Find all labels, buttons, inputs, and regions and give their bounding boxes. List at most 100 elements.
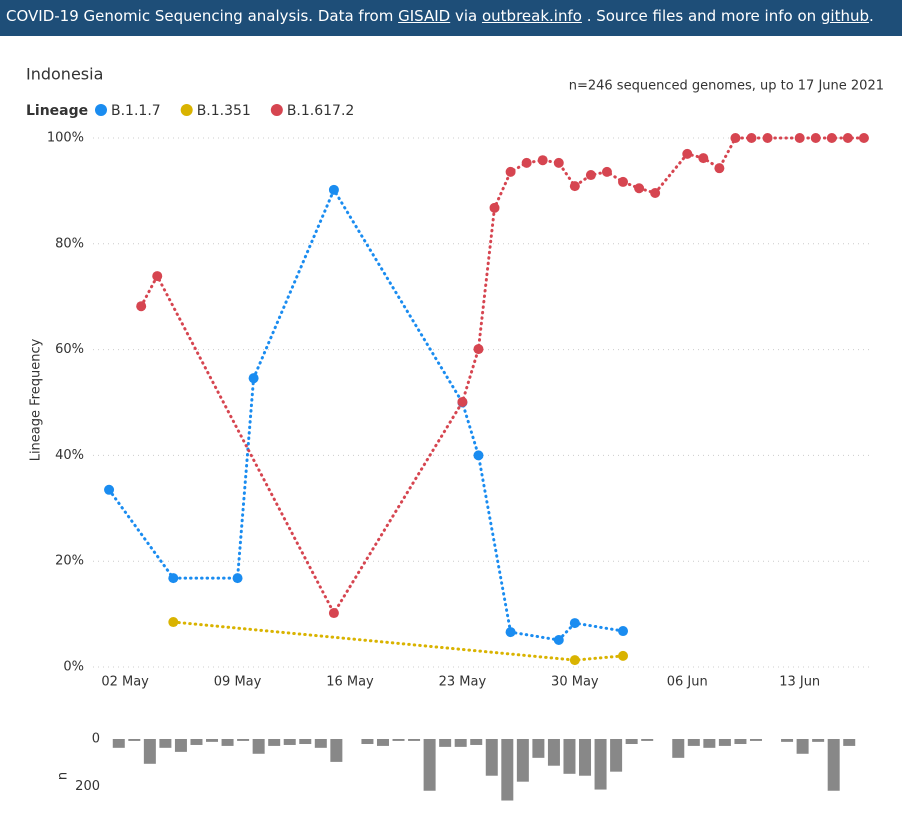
bar xyxy=(128,739,141,741)
bar xyxy=(221,739,234,746)
bar xyxy=(672,739,685,758)
gisaid-link[interactable]: GISAID xyxy=(398,7,451,25)
legend-marker xyxy=(95,104,107,116)
y-tick-label: 20% xyxy=(55,554,84,569)
data-point xyxy=(762,133,773,143)
data-point xyxy=(618,626,629,637)
bar xyxy=(641,739,654,741)
bar xyxy=(423,739,436,791)
bar xyxy=(454,739,467,747)
y-tick-label: 0% xyxy=(63,660,84,675)
bar xyxy=(361,739,374,745)
data-point xyxy=(232,573,243,584)
data-point xyxy=(698,153,709,164)
x-tick-label: 30 May xyxy=(551,675,599,690)
data-point xyxy=(634,183,645,194)
x-tick-label: 23 May xyxy=(439,675,487,690)
data-point xyxy=(328,184,339,195)
data-point xyxy=(794,133,805,143)
bar xyxy=(470,739,483,745)
data-point xyxy=(601,166,612,177)
data-point xyxy=(714,163,725,174)
data-point xyxy=(618,176,629,187)
y-tick-label: 0 xyxy=(92,732,100,747)
x-tick-label: 06 Jun xyxy=(667,675,708,690)
data-point xyxy=(826,133,837,143)
bar xyxy=(206,739,219,742)
data-point xyxy=(569,655,580,666)
data-point xyxy=(104,484,115,495)
data-point xyxy=(537,155,548,166)
data-point xyxy=(136,301,147,312)
header-text: . Source files and more info on xyxy=(581,7,821,25)
data-point xyxy=(505,166,516,177)
data-point xyxy=(746,133,757,143)
legend-label: B.1.351 xyxy=(197,103,251,119)
bar xyxy=(299,739,312,745)
y-axis-label: n xyxy=(56,772,71,780)
bar xyxy=(796,739,809,754)
data-point xyxy=(810,133,821,143)
data-point xyxy=(585,170,596,181)
bar xyxy=(843,739,856,746)
legend-marker xyxy=(180,104,193,116)
data-point xyxy=(730,133,741,143)
data-point xyxy=(328,608,339,619)
x-tick-label: 09 May xyxy=(214,675,262,690)
bar xyxy=(283,739,296,745)
data-point xyxy=(457,396,468,407)
outbreak-link[interactable]: outbreak.info xyxy=(481,7,582,25)
chart-title: Indonesia xyxy=(26,65,103,84)
x-tick-label: 13 Jun xyxy=(779,675,820,690)
chart: Indonesia n=246 sequenced genomes, up to… xyxy=(26,65,884,801)
header-text: . xyxy=(869,7,874,25)
data-point xyxy=(553,157,564,168)
y-tick-label: 80% xyxy=(55,236,84,251)
bar xyxy=(237,739,250,741)
y-axis-label: Lineage Frequency xyxy=(29,338,44,461)
bar xyxy=(112,739,125,748)
bar xyxy=(625,739,638,745)
data-point xyxy=(553,635,564,646)
bar xyxy=(532,739,545,758)
bar xyxy=(781,739,794,742)
bar xyxy=(547,739,560,766)
github-link[interactable]: github xyxy=(820,7,870,25)
data-point xyxy=(569,181,580,192)
bar xyxy=(408,739,421,741)
bar xyxy=(159,739,172,748)
y-tick-label: 40% xyxy=(55,448,84,463)
header-text: via xyxy=(450,7,482,25)
data-point xyxy=(858,133,869,143)
header-text: COVID-19 Genomic Sequencing analysis. Da… xyxy=(6,7,399,25)
data-point xyxy=(152,271,163,282)
data-point xyxy=(650,188,661,199)
chart-subtitle: n=246 sequenced genomes, up to 17 June 2… xyxy=(569,79,884,94)
bar xyxy=(190,739,203,745)
data-point xyxy=(168,617,179,628)
bar xyxy=(268,739,281,746)
bar xyxy=(143,739,156,764)
data-point xyxy=(842,133,853,143)
data-point xyxy=(505,627,516,638)
y-tick-label: 100% xyxy=(47,131,84,146)
bar xyxy=(392,739,405,741)
data-point xyxy=(618,650,629,661)
x-tick-label: 16 May xyxy=(326,675,374,690)
data-point xyxy=(473,344,484,355)
legend-marker xyxy=(270,104,283,116)
series-line xyxy=(107,186,625,642)
bar xyxy=(314,739,327,748)
bar xyxy=(252,739,265,754)
bar xyxy=(703,739,716,748)
bar xyxy=(594,739,607,790)
bar xyxy=(563,739,576,774)
data-point xyxy=(168,573,179,584)
data-point xyxy=(248,373,259,384)
bar xyxy=(376,739,389,746)
bar xyxy=(501,739,514,801)
bar xyxy=(749,739,762,741)
bar xyxy=(485,739,498,776)
bar xyxy=(439,739,452,747)
